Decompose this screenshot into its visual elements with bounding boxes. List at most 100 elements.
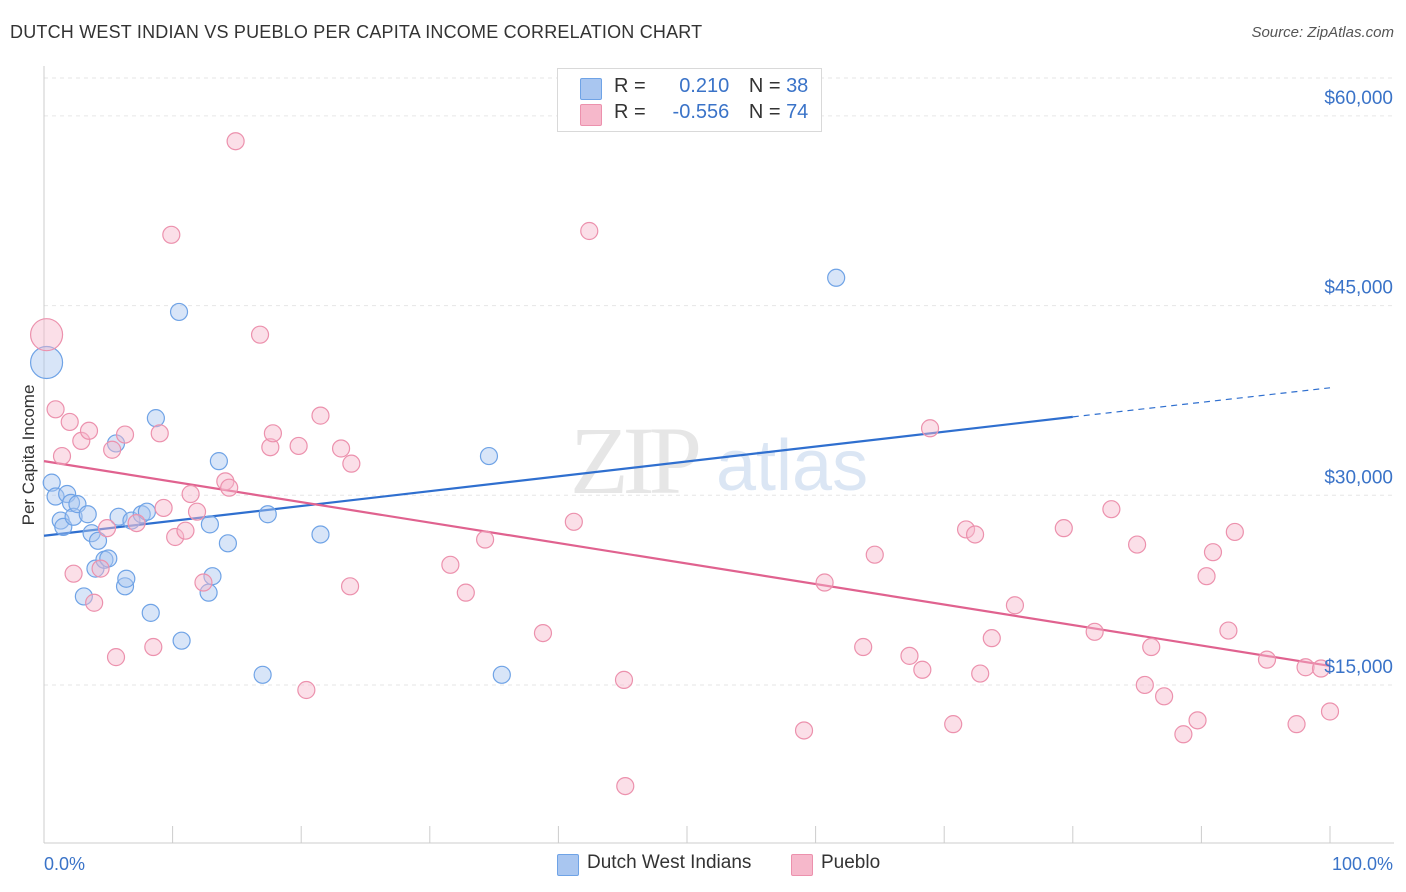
point-pueblo <box>46 400 65 419</box>
point-pueblo <box>220 478 239 497</box>
point-pueblo <box>162 225 181 244</box>
point-pueblo <box>342 454 361 473</box>
watermark-atlas: atlas <box>716 426 868 506</box>
point-pueblo <box>176 521 195 540</box>
point-pueblo <box>982 629 1001 648</box>
point-dutch <box>122 511 141 530</box>
point-pueblo <box>250 325 270 344</box>
point-pueblo <box>263 424 283 443</box>
point-pueblo <box>154 498 173 518</box>
point-pueblo <box>64 564 83 583</box>
point-dutch <box>311 525 330 544</box>
point-pueblo <box>194 573 213 592</box>
point-pueblo <box>1127 535 1147 554</box>
point-dutch <box>209 452 228 471</box>
point-pueblo <box>340 577 360 596</box>
legend-swatch-dutch <box>580 78 602 100</box>
point-pueblo <box>865 545 884 564</box>
point-dutch <box>827 268 846 287</box>
grid-lines <box>44 77 1394 686</box>
point-pueblo <box>1155 687 1174 706</box>
point-pueblo <box>181 484 200 504</box>
point-pueblo <box>564 512 583 531</box>
point-dutch <box>218 534 237 553</box>
point-pueblo <box>965 525 985 544</box>
point-dutch <box>479 446 499 466</box>
point-dutch <box>169 302 189 322</box>
trend-line-dutch <box>43 415 1073 537</box>
point-pueblo <box>29 318 64 352</box>
point-pueblo <box>91 559 110 578</box>
point-pueblo <box>1102 500 1121 519</box>
point-pueblo <box>106 648 126 667</box>
point-pueblo <box>854 637 873 657</box>
trend-line-pueblo <box>43 460 1331 668</box>
point-dutch <box>203 567 222 586</box>
legend-swatch-pueblo <box>580 104 602 126</box>
point-dutch <box>88 531 108 550</box>
x-tick-label: 100.0% <box>1332 854 1393 874</box>
legend-n-label: N = <box>748 101 787 123</box>
point-pueblo <box>85 593 104 612</box>
point-pueblo <box>144 637 163 657</box>
point-pueblo <box>1197 567 1216 586</box>
legend-n-value: 74 <box>786 101 809 123</box>
point-dutch <box>492 665 511 684</box>
trend-line-extension-dutch <box>1072 387 1331 418</box>
point-pueblo <box>103 440 122 459</box>
point-pueblo <box>331 439 351 458</box>
point-dutch <box>253 665 272 684</box>
watermark-zip: ZIP <box>570 407 699 514</box>
point-pueblo <box>533 623 553 643</box>
point-dutch <box>61 493 81 512</box>
point-pueblo <box>475 530 495 549</box>
point-pueblo <box>441 555 460 574</box>
point-pueblo <box>944 715 963 734</box>
point-pueblo <box>614 670 634 689</box>
point-dutch <box>258 505 277 524</box>
point-pueblo <box>1135 675 1154 695</box>
point-pueblo <box>580 221 599 241</box>
y-tick-label: $15,000 <box>1324 657 1393 678</box>
point-dutch <box>78 505 97 524</box>
bottom-legend-label-dutch: Dutch West Indians <box>587 852 752 873</box>
point-dutch <box>117 569 136 588</box>
point-dutch <box>200 515 219 534</box>
point-pueblo <box>913 660 932 679</box>
point-dutch <box>29 345 64 380</box>
point-pueblo <box>1225 522 1244 542</box>
correlation-legend: R = 0.210 N = 38 R = -0.556 N = 74 <box>557 68 822 132</box>
legend-r-value: 0.210 <box>679 75 730 97</box>
point-dutch <box>74 587 93 606</box>
point-pueblo <box>920 419 940 438</box>
legend-r-label: R = <box>614 75 652 97</box>
y-axis-label: Per Capita Income <box>19 385 38 526</box>
axes <box>43 66 1394 844</box>
point-pueblo <box>1203 543 1223 562</box>
legend-text-pueblo: R = -0.556 N = 74 <box>614 101 808 124</box>
bottom-legend-label-pueblo: Pueblo <box>821 852 881 873</box>
zipatlas-watermark: ZIP atlas <box>570 407 868 514</box>
trend-lines <box>43 387 1331 668</box>
point-pueblo <box>1085 622 1104 641</box>
bottom-legend-swatch-pueblo <box>791 854 813 876</box>
point-dutch <box>99 549 118 568</box>
point-pueblo <box>1311 659 1331 678</box>
point-pueblo <box>261 438 280 457</box>
point-pueblo <box>1219 621 1238 640</box>
point-pueblo <box>956 520 976 539</box>
point-pueblo <box>1174 725 1193 744</box>
point-pueblo <box>1320 702 1340 721</box>
chart-title: DUTCH WEST INDIAN VS PUEBLO PER CAPITA I… <box>10 22 703 42</box>
legend-n-value: 38 <box>786 75 809 97</box>
y-tick-labels: $15,000 $30,000 $45,000 $60,000 <box>1324 88 1393 678</box>
point-pueblo <box>1142 637 1161 657</box>
point-pueblo <box>127 513 146 533</box>
point-pueblo <box>616 776 635 796</box>
x-tick-labels: 0.0% 100.0% <box>44 854 1393 874</box>
point-pueblo <box>166 527 185 547</box>
point-pueblo <box>971 664 990 683</box>
point-pueblo <box>79 421 99 440</box>
point-pueblo <box>456 583 475 602</box>
point-pueblo <box>794 721 814 740</box>
